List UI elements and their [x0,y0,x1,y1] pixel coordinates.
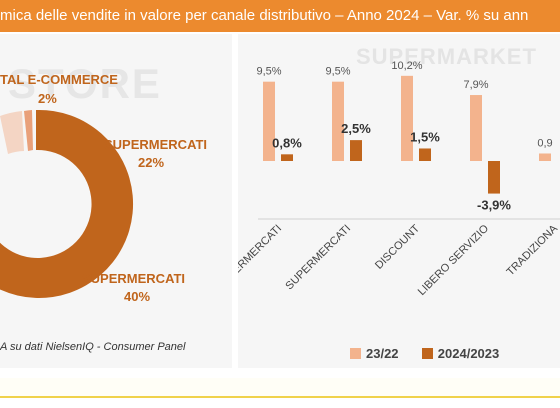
donut-slice-pale [0,111,24,154]
donut-slice-e-commerce [24,110,33,151]
bar-chart: 9,5% 0,8% IPERMERCATI 9,5% 2,5% SUPERMERCATI 1… [238,60,560,298]
pie-value-ecommerce: 2% [38,91,57,106]
pie-value-supermercati-1: 22% [138,155,165,170]
pie-label-ecommerce: TAL E-COMMERCE [0,72,118,87]
footer-box [0,378,560,398]
store-watermark: STORE [8,60,162,107]
bar-23-22-4 [539,153,551,161]
pie-value-supermercati-2: 40% [124,289,151,304]
category-label-3: LIBERO SERVIZIO [416,222,492,298]
legend-label-23-22: 23/22 [366,346,399,361]
data-label-23-22-0: 9,5% [256,66,281,78]
category-label-2: DISCOUNT [373,222,422,271]
donut-slice-supermercati-40 [0,109,134,298]
category-label-4: TRADIZIONA [505,222,560,278]
data-label-23-22-3: 7,9% [463,79,488,91]
data-label-2024-2023-0: 0,8% [272,135,302,150]
category-label-1: SUPERMERCATI [283,223,353,293]
bar-2024-2023-2 [419,148,431,161]
supermarket-watermark: SUPERMARKET [356,44,537,69]
data-label-2024-2023-2: 1,5% [410,129,440,144]
bar-2024-2023-1 [350,140,362,161]
legend-swatch-23-22 [350,348,361,359]
legend-swatch-2024-2023 [421,348,433,359]
chart-title: mica delle vendite in valore per canale … [0,7,529,24]
pie-label-supermercati-2: SUPERMERCATI [82,271,186,286]
data-label-23-22-4: 0,9 [537,137,552,149]
data-label-23-22-2: 10,2% [391,60,422,72]
bar-2024-2023-3 [488,161,500,194]
bar-23-22-1 [332,81,344,161]
bar-panel: SUPERMARKET [238,34,560,368]
legend-label-2024-2023: 2024/2023 [437,346,500,361]
category-label-0: IPERMERCATI [238,223,284,284]
bar-23-22-0 [263,81,275,161]
data-label-23-22-1: 9,5% [325,66,350,78]
title-bar [0,0,560,32]
data-label-2024-2023-1: 2,5% [341,121,371,136]
legend: 23/22 2024/2023 [350,346,499,361]
footer-line [0,396,560,398]
bar-23-22-3 [470,95,482,161]
source-note: A su dati NielsenIQ - Consumer Panel [0,341,186,353]
pie-label-supermercati-1: SUPERMERCATI [104,137,208,152]
bar-23-22-2 [401,75,413,161]
bar-2024-2023-0 [281,154,293,161]
donut-chart [0,109,134,298]
data-label-2024-2023-3: -3,9% [477,198,511,213]
